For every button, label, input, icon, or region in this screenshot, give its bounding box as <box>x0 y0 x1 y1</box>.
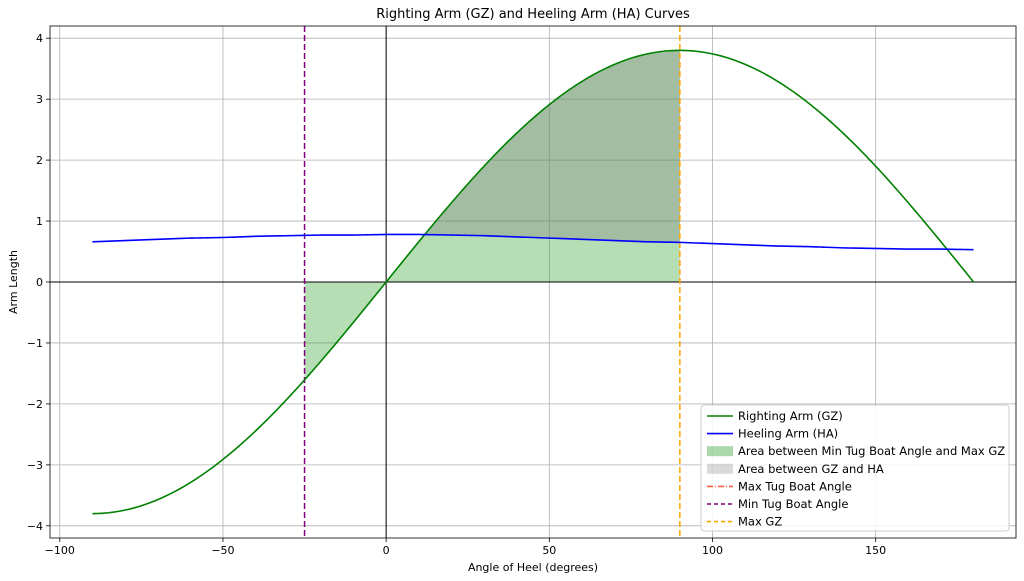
x-axis-label: Angle of Heel (degrees) <box>468 561 598 574</box>
legend-label: Area between GZ and HA <box>738 462 884 476</box>
x-tick-label: −50 <box>211 544 234 557</box>
legend-item: Min Tug Boat Angle <box>707 497 848 511</box>
tick-marks: −100 −50 0 50 100 150 −4 −3 −2 −1 0 1 2 3 4 <box>27 32 886 557</box>
legend-swatch <box>707 463 733 474</box>
chart-title: Righting Arm (GZ) and Heeling Arm (HA) C… <box>376 7 690 22</box>
legend-label: Max Tug Boat Angle <box>738 479 852 493</box>
vertical-reference-lines <box>303 26 681 538</box>
fill-area-tug-to-max-gz <box>304 50 680 380</box>
y-tick-label: −4 <box>27 520 43 533</box>
series-lines <box>92 49 975 515</box>
series-line-heeling-arm-ha <box>92 233 974 251</box>
x-tick-label: 50 <box>542 544 556 557</box>
y-tick-label: 3 <box>36 93 43 106</box>
y-tick-label: −2 <box>27 398 43 411</box>
legend-label: Area between Min Tug Boat Angle and Max … <box>738 444 1005 458</box>
legend-item: Righting Arm (GZ) <box>707 409 843 423</box>
y-tick-label: 0 <box>36 276 43 289</box>
legend-label: Righting Arm (GZ) <box>738 409 843 423</box>
x-tick-label: 0 <box>383 544 390 557</box>
x-tick-label: 150 <box>865 544 886 557</box>
legend-item: Area between Min Tug Boat Angle and Max … <box>707 444 1005 458</box>
series-line-righting-arm-gz <box>92 49 975 515</box>
legend-box <box>700 404 1010 532</box>
legend-label: Max GZ <box>738 515 782 529</box>
legend-item: Max Tug Boat Angle <box>707 479 852 493</box>
legend: Righting Arm (GZ) Heeling Arm (HA) Area be… <box>700 404 1010 532</box>
y-tick-label: −1 <box>27 337 43 350</box>
fill-area-gz-ha <box>425 50 680 243</box>
legend-item: Heeling Arm (HA) <box>707 427 838 441</box>
y-tick-label: 4 <box>36 32 43 45</box>
x-tick-label: −100 <box>45 544 75 557</box>
legend-item: Area between GZ and HA <box>707 462 884 476</box>
y-tick-label: −3 <box>27 459 43 472</box>
fill-areas <box>304 50 680 380</box>
legend-label: Min Tug Boat Angle <box>738 497 848 511</box>
legend-swatch <box>707 446 733 457</box>
legend-label: Heeling Arm (HA) <box>738 427 838 441</box>
y-tick-label: 2 <box>36 154 43 167</box>
x-tick-label: 100 <box>702 544 723 557</box>
legend-item: Max GZ <box>707 515 782 529</box>
y-axis-label: Arm Length <box>7 250 20 314</box>
y-tick-label: 1 <box>36 215 43 228</box>
